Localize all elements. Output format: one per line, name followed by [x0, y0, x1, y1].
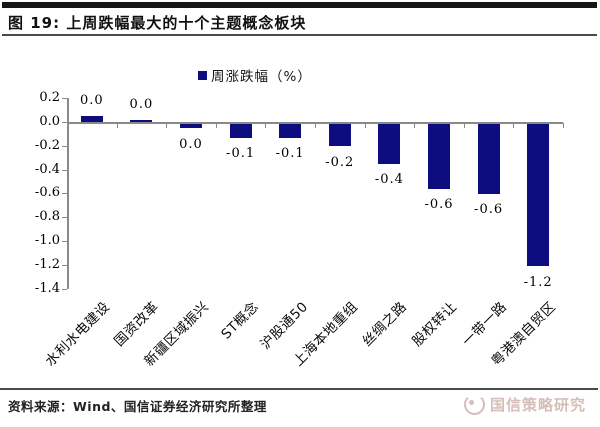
watermark: 国信策略研究: [463, 394, 586, 415]
x-tick: [364, 123, 366, 128]
y-tick-label: 0.2: [39, 90, 60, 106]
legend-swatch-icon: [198, 70, 207, 80]
bar-value-label: -0.6: [474, 202, 504, 218]
bar-value-label: 0.0: [129, 96, 154, 112]
y-tick: [62, 98, 67, 100]
bar: [428, 123, 450, 189]
x-tick: [563, 123, 564, 128]
bar: [80, 116, 103, 122]
bar: [130, 119, 153, 122]
bar: [328, 123, 351, 147]
legend-label: 周涨跌幅（%）: [211, 69, 312, 85]
x-axis: [67, 122, 563, 124]
y-tick: [62, 145, 67, 147]
y-tick-label: -0.2: [34, 137, 60, 153]
y-tick-label: -0.4: [34, 161, 60, 177]
guosen-logo-icon: [463, 394, 485, 415]
y-tick: [62, 193, 67, 195]
y-tick: [62, 122, 67, 123]
top-rule: [2, 2, 597, 8]
watermark-text: 国信策略研究: [489, 396, 586, 414]
y-tick-label: -1.2: [34, 256, 60, 272]
bar: [180, 123, 202, 129]
x-tick: [414, 123, 416, 128]
x-category-label: 丝绸之路: [359, 298, 411, 350]
bar-value-label: -1.2: [523, 274, 553, 290]
bar-value-label: -0.1: [226, 146, 256, 162]
x-tick: [315, 123, 316, 128]
y-tick: [62, 241, 67, 242]
y-tick-label: 0.0: [39, 114, 60, 129]
y-tick-label: -0.8: [34, 209, 60, 225]
bar: [527, 123, 550, 267]
x-tick: [463, 123, 465, 128]
source-text: 资料来源：Wind、国信证券经济研究所整理: [8, 399, 267, 414]
bar-value-label: -0.4: [374, 172, 404, 188]
x-category-label: ST概念: [218, 298, 262, 343]
legend: 周涨跌幅（%）: [198, 65, 312, 85]
bar-value-label: -0.6: [424, 197, 454, 213]
bar-value-label: 0.0: [79, 93, 104, 109]
header-rule: [2, 34, 597, 36]
x-tick: [67, 123, 68, 128]
x-tick: [215, 123, 217, 128]
y-tick-label: -1.0: [34, 233, 60, 248]
x-tick: [116, 123, 118, 128]
y-tick: [62, 264, 67, 266]
bar-value-label: -0.1: [275, 146, 305, 162]
bar: [279, 123, 302, 138]
bar: [229, 123, 252, 138]
bar-value-label: 0.0: [179, 136, 203, 152]
y-tick-label: -1.4: [34, 280, 60, 296]
footer-rule: [0, 388, 598, 390]
figure-title: 图 19: 上周跌幅最大的十个主题概念板块: [8, 14, 307, 32]
y-tick-label: -0.6: [34, 185, 60, 201]
x-category-label: 水利水电建设: [42, 298, 113, 370]
x-tick: [166, 123, 168, 128]
y-tick: [62, 217, 67, 219]
bar-value-label: -0.2: [325, 154, 355, 170]
x-tick: [513, 123, 515, 128]
y-axis: [67, 98, 69, 289]
x-category-label: 股权转让: [409, 298, 461, 350]
y-tick: [62, 288, 67, 290]
bar: [378, 123, 401, 164]
y-tick: [62, 169, 67, 171]
x-tick: [265, 123, 267, 128]
bar: [477, 123, 500, 194]
